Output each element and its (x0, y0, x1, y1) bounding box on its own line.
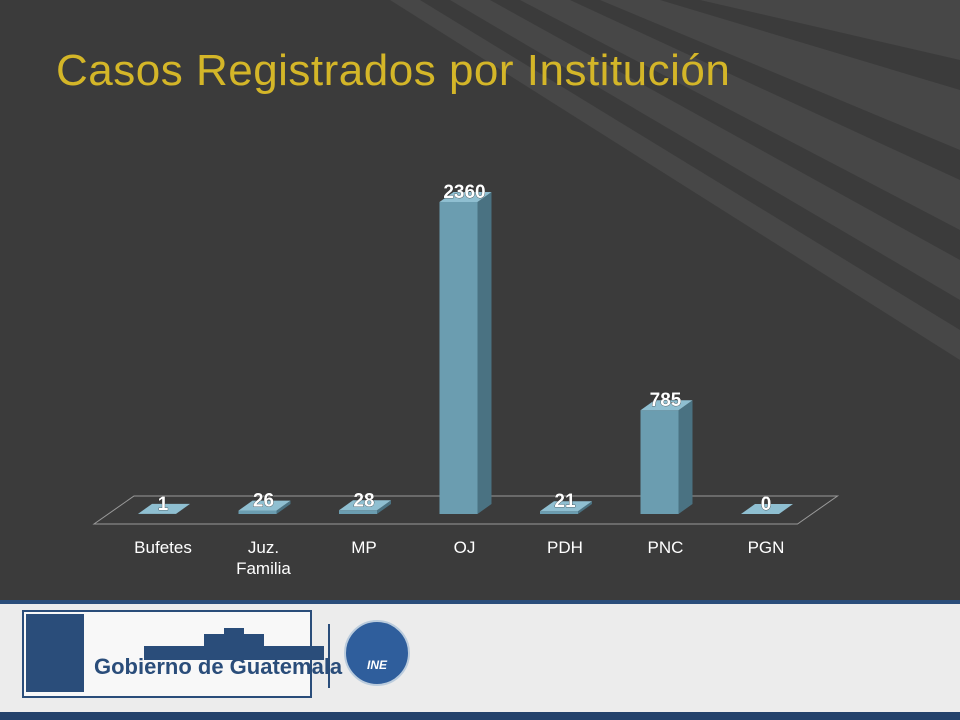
data-label: 26 (253, 491, 274, 512)
bar-top (741, 504, 793, 514)
gov-text: Gobierno de Guatemala (94, 654, 343, 679)
bar-side (578, 501, 592, 514)
x-tick-label: MP (351, 538, 377, 557)
x-tick-label: PGN (748, 538, 785, 557)
footer-bottom-stripe (0, 712, 960, 720)
chart-floor (92, 495, 840, 525)
x-tick-label: PDH (547, 538, 583, 557)
bar-front (238, 510, 277, 514)
ine-label: INE (366, 658, 387, 672)
bar-front (339, 510, 377, 514)
x-tick-label: Juz. Familia (236, 538, 291, 578)
data-label: 785 (650, 390, 682, 411)
bar-front (540, 511, 578, 514)
bar-top (138, 503, 190, 514)
x-tick-label: OJ (454, 538, 476, 557)
bar-chart: 1 Bufetes 26 Juz. Familia 28 MP 2360 OJ 21 PDH 785 P… (92, 182, 840, 578)
bar-side (176, 503, 190, 514)
footer-top-stripe (0, 600, 960, 604)
bar-side (377, 500, 391, 514)
bar-top (339, 500, 391, 511)
bar-front (439, 202, 478, 514)
bar-side (678, 400, 693, 514)
x-tick-label: Bufetes (134, 538, 192, 557)
footer-divider (328, 624, 330, 688)
bar-top (439, 192, 492, 202)
x-tick-label: PNC (648, 538, 684, 557)
data-label: 2360 (443, 182, 485, 203)
bar-top (640, 400, 693, 411)
footer: Gobierno de Guatemala INE (0, 600, 960, 720)
ine-logo-icon: INE (344, 620, 410, 686)
data-label: 1 (158, 494, 169, 515)
data-label: 21 (554, 491, 576, 512)
bar-side (477, 192, 492, 514)
background-rays (390, 0, 960, 360)
data-label: 28 (353, 490, 374, 511)
palace-icon (144, 628, 324, 660)
bar-side (276, 500, 291, 514)
bar-front (640, 410, 679, 514)
page-title: Casos Registrados por Institución (56, 46, 731, 95)
coat-of-arms-icon (26, 614, 84, 692)
bar-top (540, 501, 592, 512)
data-label: 0 (761, 494, 772, 515)
bar-top (238, 500, 291, 511)
